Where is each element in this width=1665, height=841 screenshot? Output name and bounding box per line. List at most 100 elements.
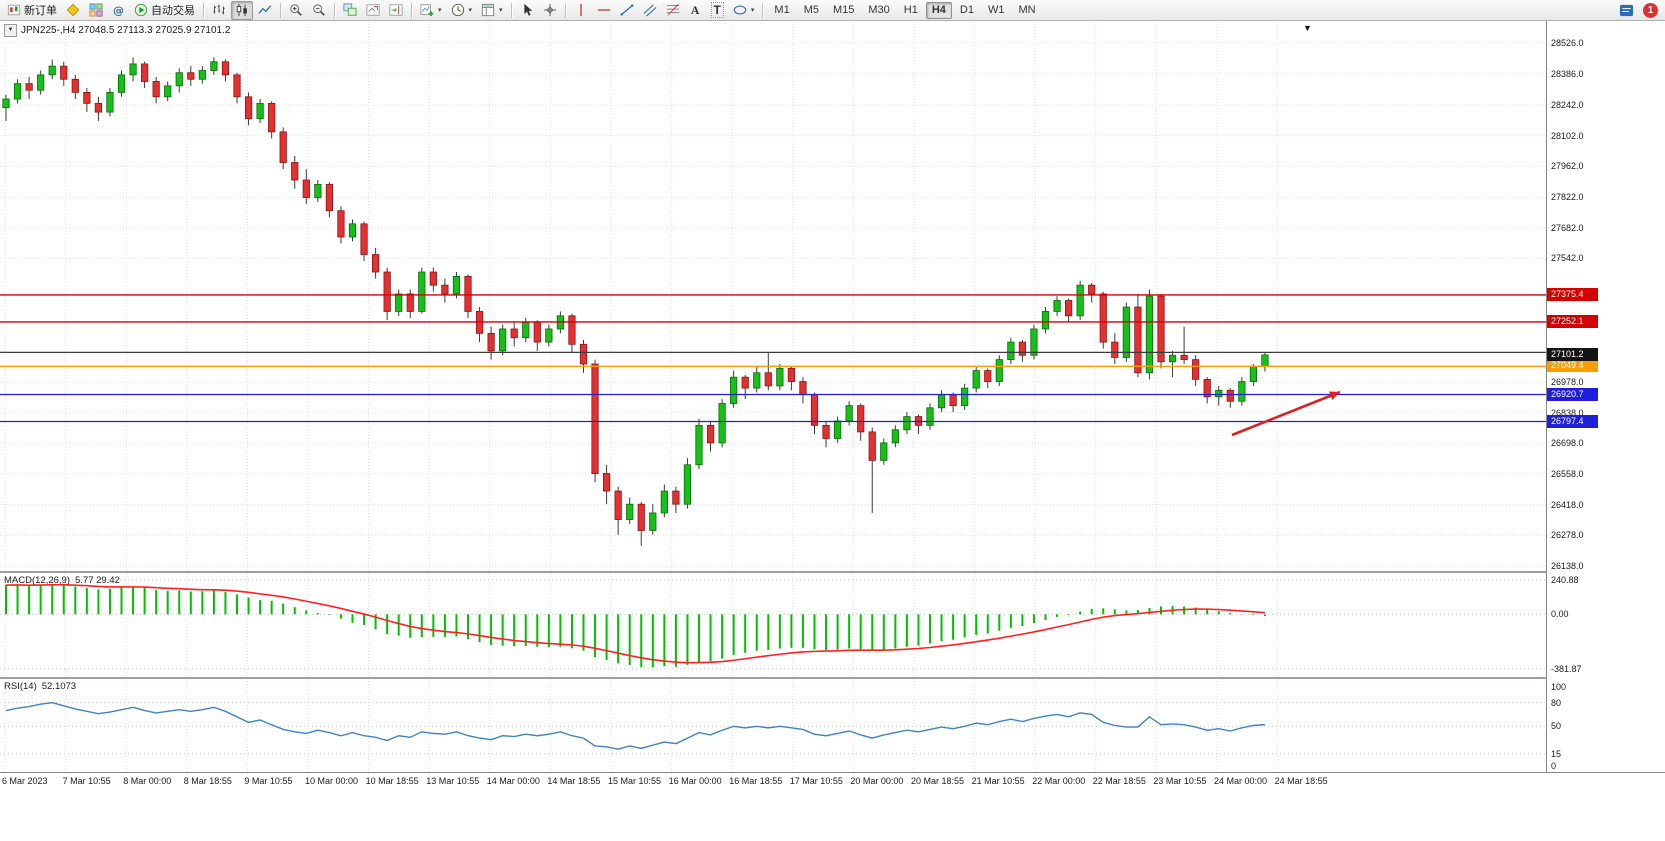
notification-badge[interactable]: 1 [1643,2,1658,18]
zoom-out-icon [313,4,325,16]
periods-button[interactable]: ▾ [447,1,477,20]
macd-panel-title: MACD(12,26,9) 5.77 29.42 [4,575,120,586]
auto-trading-button[interactable]: 自动交易 [130,1,199,20]
templates-button[interactable]: ▾ [477,1,507,20]
rsi-tick-label: 50 [1551,721,1562,732]
shapes-icon [733,5,747,15]
template-icon [481,3,495,17]
bar-chart-button[interactable] [208,1,230,20]
rsi-tick-label: 15 [1551,748,1562,759]
vertical-line-button[interactable] [570,1,592,20]
time-axis-label: 9 Mar 10:55 [244,776,293,786]
price-tick-label: 26838.0 [1551,407,1584,418]
channel-button[interactable] [639,1,661,20]
horizontal-line-button[interactable] [593,1,615,20]
scroll-to-end-marker[interactable]: ▼ [1303,23,1312,33]
rsi-value: 52.1073 [41,681,77,692]
rsi-tick-label: 100 [1551,681,1567,692]
timeframe-button-m5[interactable]: M5 [798,2,825,19]
macd-name: MACD(12,26,9) [4,575,70,586]
timeframe-button-d1[interactable]: D1 [954,2,980,19]
price-tick-label: 27542.0 [1551,253,1584,264]
cursor-button[interactable] [516,1,538,20]
price-tick-label: 28242.0 [1551,100,1584,111]
timeframe-button-m1[interactable]: M1 [768,2,795,19]
price-chart-canvas[interactable] [0,21,1546,772]
timeframe-button-h1[interactable]: H1 [898,2,924,19]
timeframe-button-mn[interactable]: MN [1012,2,1041,19]
candlestick-chart-button[interactable] [231,0,253,20]
navigator-icon: @ [113,3,124,17]
price-tick-label: 27822.0 [1551,192,1584,203]
dropdown-caret-icon: ▾ [499,7,503,14]
zoom-out-button[interactable] [308,1,330,20]
time-axis-label: 24 Mar 00:00 [1214,776,1268,786]
price-tick-label: 28102.0 [1551,130,1584,141]
dropdown-caret-icon: ▾ [438,7,442,14]
crosshair-button[interactable] [539,1,561,20]
time-axis[interactable]: 6 Mar 2023 7 Mar 10:55 8 Mar 00:00 8 Mar 18… [0,772,1665,791]
auto-scroll-button[interactable] [362,1,384,20]
chart-shift-button[interactable] [385,1,407,20]
timeframe-button-h4[interactable]: H4 [925,1,952,19]
symbols-button[interactable] [62,1,84,20]
charts-grid-button[interactable] [85,1,107,20]
symbols-icon [66,3,80,17]
price-tick-label: 26558.0 [1551,468,1584,479]
toolbar-separator [203,2,204,18]
timeframe-button-m15[interactable]: M15 [827,2,860,19]
price-tick-label: 27682.0 [1551,222,1584,233]
navigator-button[interactable]: @ [108,1,129,20]
bar-chart-icon [213,4,225,15]
text-tool-button[interactable]: A [685,1,706,20]
fibonacci-button[interactable] [662,1,684,20]
time-axis-label: 10 Mar 18:55 [365,776,419,786]
macd-tick-label: -381.87 [1551,663,1582,674]
time-axis-label: 14 Mar 00:00 [486,776,540,786]
fibonacci-icon [666,4,679,16]
trendline-button[interactable] [616,1,638,20]
symbol-dropdown-button[interactable]: ▼ [4,24,17,37]
rsi-panel-title: RSI(14) 52.1073 [4,681,76,692]
time-axis-label: 6 Mar 2023 [2,776,48,786]
time-axis-label: 8 Mar 18:55 [183,776,232,786]
label-tool-button[interactable]: T [707,1,728,20]
line-chart-button[interactable] [254,1,276,20]
timeframe-button-m30[interactable]: M30 [862,2,895,19]
messages-button[interactable] [1615,1,1638,20]
time-axis-label: 10 Mar 00:00 [305,776,359,786]
cursor-icon [523,3,532,16]
rsi-tick-label: 0 [1551,760,1557,771]
new-order-button[interactable]: 新订单 [3,1,61,20]
new-order-icon [7,4,21,16]
tile-windows-icon [343,3,357,16]
timeframe-button-w1[interactable]: W1 [982,2,1011,19]
macd-tick-label: 0.00 [1551,609,1569,620]
hline-price-chip: 27252.1 [1547,314,1598,328]
auto-trading-label: 自动交易 [151,5,195,17]
current-price-chip: 27101.2 [1547,347,1598,361]
time-axis-label: 21 Mar 10:55 [971,776,1025,786]
trendline-icon [620,4,634,16]
clock-icon [451,3,464,17]
zoom-in-icon [290,4,302,16]
add-indicator-button[interactable]: ▾ [416,1,446,20]
zoom-in-button[interactable] [285,1,307,20]
time-axis-label: 8 Mar 00:00 [123,776,172,786]
dropdown-caret-icon: ▾ [750,7,755,14]
toolbar-separator [564,2,566,18]
shapes-button[interactable]: ▾ [729,1,759,20]
hline-price-chip: 26920.7 [1547,387,1598,401]
price-tick-label: 28386.0 [1551,68,1584,79]
tile-windows-button[interactable] [339,1,361,20]
toolbar-separator [510,2,512,18]
new-order-label: 新订单 [24,5,57,17]
toolbar-separator [280,2,281,18]
time-axis-label: 16 Mar 00:00 [668,776,722,786]
price-tick-label: 26278.0 [1551,530,1584,541]
vertical-line-icon [579,3,582,17]
time-axis-label: 13 Mar 10:55 [426,776,480,786]
time-axis-label: 20 Mar 18:55 [911,776,965,786]
text-tool-icon: A [690,2,700,17]
price-axis[interactable]: 28526.0 28386.0 28242.0 28102.0 27962.0 27822… [1546,21,1665,772]
